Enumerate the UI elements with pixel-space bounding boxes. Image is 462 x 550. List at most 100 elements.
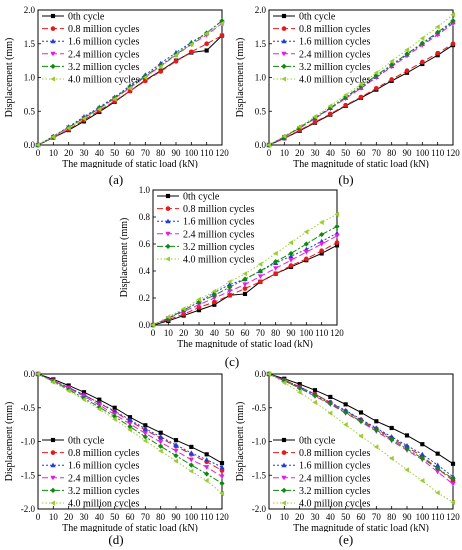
data-point	[242, 282, 248, 288]
data-point	[96, 106, 102, 112]
x-tick-label: 30	[311, 512, 321, 522]
data-point	[303, 250, 309, 255]
y-tick-label: 2.0	[255, 5, 267, 15]
data-point	[204, 452, 209, 457]
data-point	[188, 450, 194, 456]
data-point	[112, 416, 117, 422]
legend-label: 2.4 million cycles	[183, 229, 254, 240]
data-point	[404, 467, 410, 473]
legend-marker	[50, 76, 56, 82]
data-point	[450, 21, 456, 27]
y-tick-label: 1.0	[255, 73, 267, 83]
data-point	[281, 378, 287, 384]
legend-marker	[165, 218, 171, 224]
x-tick-label: 90	[403, 512, 413, 522]
x-tick-label: 20	[64, 512, 74, 522]
data-point	[158, 64, 163, 70]
data-point	[257, 261, 263, 267]
chart-panel-c: 0 10 20 30 40 50 60 70 80 90 100 110 120 0.0 0.2 0.4 0.6…	[115, 180, 346, 350]
data-point	[435, 462, 441, 468]
data-point	[450, 476, 456, 482]
y-tick-label: -2.0	[21, 504, 36, 514]
data-point	[173, 52, 179, 58]
data-point	[374, 419, 379, 424]
data-point	[419, 35, 425, 41]
data-point	[297, 389, 302, 395]
legend-marker	[281, 26, 287, 31]
legend-marker	[281, 76, 287, 82]
legend-marker	[281, 450, 287, 455]
data-point	[227, 281, 233, 287]
x-tick-label: 110	[315, 328, 329, 338]
data-point	[358, 94, 364, 100]
y-tick-label: 2.0	[24, 5, 36, 15]
data-point	[227, 292, 233, 298]
data-point	[273, 266, 279, 271]
data-point	[358, 410, 364, 415]
x-tick-label: 120	[330, 328, 344, 338]
x-tick-label: 80	[387, 512, 397, 522]
data-point	[312, 393, 318, 399]
data-point	[343, 422, 348, 428]
data-point	[435, 490, 440, 496]
data-point	[312, 119, 318, 125]
x-tick-label: 10	[164, 328, 174, 338]
x-tick-label: 10	[280, 148, 290, 158]
x-tick-label: 40	[326, 512, 336, 522]
data-point	[303, 241, 309, 247]
data-point	[219, 464, 225, 470]
y-tick-label: 0.5	[24, 106, 36, 116]
legend-label: 0.8 million cycles	[299, 448, 370, 459]
data-point	[328, 394, 333, 400]
y-tick-label: 0.0	[255, 369, 267, 379]
data-point	[227, 289, 233, 294]
y-tick-label: -1.0	[252, 437, 267, 447]
data-point	[404, 446, 410, 452]
chart-panel-e: 0 10 20 30 40 50 60 70 80 90 100 110 120 -2.0 -1.5 -1.0…	[231, 364, 462, 534]
data-point	[257, 274, 263, 279]
x-tick-label: 10	[49, 148, 59, 158]
data-point	[404, 433, 410, 438]
data-point	[173, 458, 179, 464]
x-tick-label: 110	[200, 512, 214, 522]
x-tick-label: 100	[416, 512, 430, 522]
legend-label: 3.2 million cycles	[299, 62, 370, 73]
x-tick-label: 90	[172, 512, 182, 522]
data-point	[35, 371, 41, 377]
legend-label: 4.0 million cycles	[299, 499, 370, 510]
legend-marker	[281, 437, 287, 443]
legend-label: 0th cycle	[183, 192, 220, 203]
data-point	[204, 478, 209, 484]
data-point	[66, 125, 71, 131]
x-tick-label: 30	[80, 512, 90, 522]
x-tick-label: 60	[126, 148, 136, 158]
y-axis-label: Displacement (mm)	[235, 38, 246, 118]
x-tick-label: 80	[156, 148, 166, 158]
data-point	[188, 457, 194, 463]
legend-marker	[50, 475, 56, 481]
legend-label: 2.4 million cycles	[68, 473, 139, 484]
data-point	[196, 302, 202, 308]
legend-label: 3.2 million cycles	[68, 62, 139, 73]
y-tick-label: 0.0	[24, 140, 36, 150]
data-point	[242, 271, 248, 277]
data-point	[204, 31, 209, 37]
legend-label: 1.6 million cycles	[299, 461, 370, 472]
y-tick-label: -1.5	[252, 470, 267, 480]
legend-label: 3.2 million cycles	[68, 486, 139, 497]
data-point	[66, 388, 71, 394]
legend-label: 1.6 million cycles	[68, 37, 139, 48]
x-tick-label: 120	[446, 512, 460, 522]
data-point	[127, 415, 133, 420]
legend-marker	[50, 500, 56, 506]
data-point	[273, 258, 279, 265]
data-point	[288, 240, 294, 246]
y-tick-label: 0.6	[139, 239, 151, 249]
x-tick-label: 80	[156, 512, 166, 522]
x-tick-label: 100	[185, 148, 199, 158]
data-point	[188, 41, 194, 48]
data-point	[334, 211, 340, 217]
legend-marker	[281, 38, 287, 44]
data-point	[188, 49, 194, 55]
